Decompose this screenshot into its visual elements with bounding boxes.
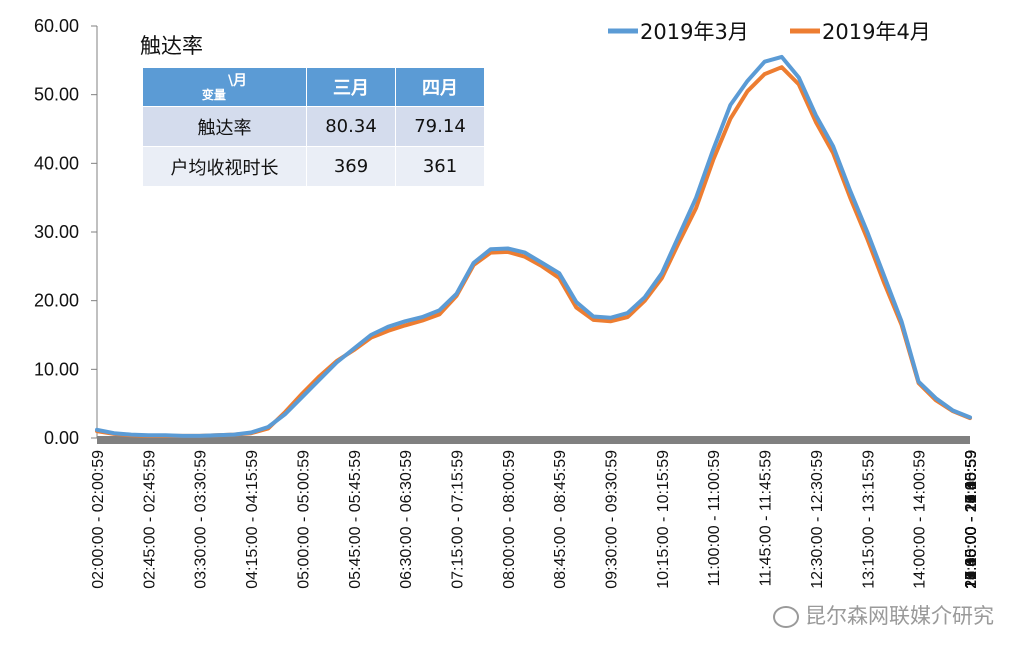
legend-label-0: 2019年3月 [640, 20, 749, 44]
x-tick-label: 13:15:00 - 13:15:59 [860, 450, 877, 589]
wechat-icon [773, 606, 799, 628]
y-tick-label: 30.00 [34, 222, 79, 242]
table-header-march: 三月 [306, 67, 396, 107]
row-value-april: 361 [395, 146, 485, 187]
x-tick-label: 08:45:00 - 08:45:59 [552, 450, 569, 589]
table-header-april: 四月 [395, 67, 485, 107]
x-tick-label: 02:00:00 - 02:00:59 [90, 450, 107, 589]
x-tick-label: 02:45:00 - 02:45:59 [141, 450, 158, 589]
table-header-row: 变量\月 三月 四月 [142, 67, 485, 107]
y-tick-label: 0.00 [44, 428, 79, 448]
x-tick-label: 23:45:00 - 23:45:59 [963, 450, 980, 589]
y-tick-label: 10.00 [34, 359, 79, 379]
chart-title: 触达率 [140, 34, 203, 58]
summary-table: 变量\月 三月 四月 触达率 80.34 79.14 户均收视时长 369 36… [142, 67, 485, 187]
x-tick-label: 06:30:00 - 06:30:59 [398, 450, 415, 589]
x-tick-label: 18:30:00 - 18:30:59 [963, 450, 980, 589]
legend-label-1: 2019年4月 [822, 20, 931, 44]
y-tick-label: 20.00 [34, 291, 79, 311]
x-tick-label: 04:15:00 - 04:15:59 [244, 450, 261, 589]
row-value-march: 80.34 [306, 106, 396, 147]
x-tick-label: 15:30:00 - 15:30:59 [963, 450, 980, 589]
x-tick-label: 16:15:00 - 16:15:59 [963, 450, 980, 589]
x-tick-label: 14:00:00 - 14:00:59 [912, 450, 929, 589]
series-line-0 [95, 54, 972, 438]
x-tick-label: 03:30:00 - 03:30:59 [193, 450, 210, 589]
x-tick-label: 24:30:00 - 24:30:59 [963, 450, 980, 589]
x-tick-label: 11:00:00 - 11:00:59 [706, 450, 723, 587]
x-tick-label: 11:45:00 - 11:45:59 [758, 450, 775, 587]
row-label: 触达率 [142, 106, 307, 147]
x-tick-label: 19:15:00 - 19:15:59 [963, 450, 980, 589]
table-row: 户均收视时长 369 361 [142, 146, 485, 187]
x-tick-label: 07:15:00 - 07:15:59 [449, 450, 466, 589]
table-corner-cell: 变量\月 [142, 67, 307, 107]
x-tick-label: 08:00:00 - 08:00:59 [501, 450, 518, 589]
x-tick-label: 12:30:00 - 12:30:59 [809, 450, 826, 589]
x-tick-label: 05:00:00 - 05:00:59 [295, 450, 312, 589]
x-tick-label: 21:30:00 - 21:30:59 [963, 450, 980, 589]
watermark: 昆尔森网联媒介研究 [773, 600, 994, 630]
row-label: 户均收视时长 [142, 146, 307, 187]
corner-label-month: \月 [227, 72, 248, 89]
y-tick-label: 40.00 [34, 153, 79, 173]
x-tick-label: 09:30:00 - 09:30:59 [604, 450, 621, 589]
x-tick-label: 14:45:00 - 14:45:59 [963, 450, 980, 589]
x-tick-label: 10:15:00 - 10:15:59 [655, 450, 672, 589]
row-value-april: 79.14 [395, 106, 485, 147]
x-tick-label: 20:45:00 - 20:45:59 [963, 450, 980, 589]
table-row: 触达率 80.34 79.14 [142, 106, 485, 147]
x-tick-label: 25:15:00 - 25:15:59 [963, 450, 980, 589]
x-axis-bar [97, 436, 970, 444]
x-tick-label: 17:00:00 - 17:00:59 [963, 450, 980, 589]
x-tick-label: 22:15:00 - 22:15:59 [963, 450, 980, 589]
watermark-text: 昆尔森网联媒介研究 [805, 604, 994, 628]
x-tick-label: 23:00:00 - 23:00:59 [963, 450, 980, 589]
y-tick-label: 50.00 [34, 85, 79, 105]
y-tick-label: 60.00 [34, 16, 79, 36]
row-value-march: 369 [306, 146, 396, 187]
x-tick-label: 17:45:00 - 17:45:59 [963, 450, 980, 589]
x-tick-label: 05:45:00 - 05:45:59 [347, 450, 364, 589]
x-tick-label: 20:00:00 - 20:00:59 [963, 450, 980, 589]
corner-label-variable: 变量 [201, 87, 226, 102]
